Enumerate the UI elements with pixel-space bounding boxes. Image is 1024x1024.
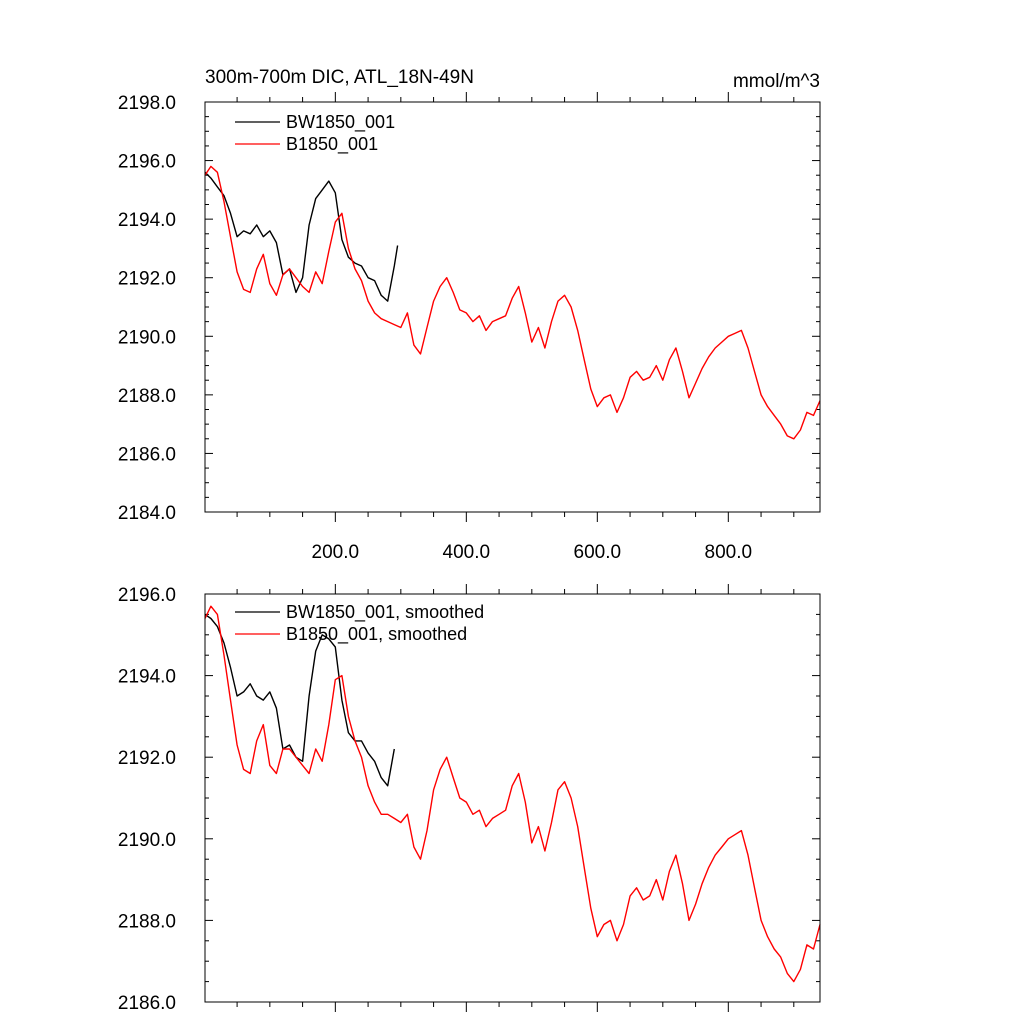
y-tick-label: 2188.0 — [118, 911, 176, 932]
series-line-bw1850-001 — [204, 171, 399, 302]
y-tick-label: 2190.0 — [118, 830, 176, 851]
legend-label-bw1850: BW1850_001 — [286, 112, 395, 133]
plot-series — [204, 165, 821, 440]
y-tick-labels: 2186.0 2188.0 2190.0 2192.0 2194.0 2196.0 — [118, 585, 176, 1014]
tick-marks — [205, 92, 820, 522]
series-line-b1850-001 — [204, 165, 821, 440]
x-tick-label: 400.0 — [443, 542, 491, 563]
units-label: mmol/m^3 — [733, 71, 820, 92]
y-tick-label: 2194.0 — [118, 210, 176, 231]
x-tick-labels: 200.0 400.0 600.0 800.0 — [312, 542, 753, 563]
plot-frame — [204, 593, 821, 1003]
plot-frame — [204, 101, 821, 513]
x-tick-label: 600.0 — [574, 542, 622, 563]
y-tick-label: 2198.0 — [118, 93, 176, 114]
y-tick-label: 2192.0 — [118, 748, 176, 769]
bottom-chart: 2186.0 2188.0 2190.0 2192.0 2194.0 2196.0 BW1… — [118, 584, 821, 1014]
legend-label-b1850-smoothed: B1850_001, smoothed — [286, 624, 467, 645]
y-tick-label: 2186.0 — [118, 993, 176, 1014]
y-tick-label: 2186.0 — [118, 444, 176, 465]
y-tick-label: 2190.0 — [118, 327, 176, 348]
y-tick-label: 2196.0 — [118, 585, 176, 606]
legend-label-bw1850-smoothed: BW1850_001, smoothed — [286, 602, 484, 623]
series-line-b1850-001-smoothed — [204, 605, 821, 983]
x-tick-label: 800.0 — [705, 542, 753, 563]
y-tick-label: 2184.0 — [118, 503, 176, 524]
y-tick-label: 2196.0 — [118, 152, 176, 173]
chart-title: 300m-700m DIC, ATL_18N-49N — [205, 67, 474, 88]
series-line-bw1850-001-smoothed — [204, 613, 395, 787]
plot-series — [204, 605, 821, 983]
y-tick-label: 2194.0 — [118, 667, 176, 688]
y-tick-label: 2188.0 — [118, 386, 176, 407]
tick-marks — [205, 584, 820, 1012]
y-tick-labels: 2184.0 2186.0 2188.0 2190.0 2192.0 2194.0 2196… — [118, 93, 176, 524]
x-tick-label: 200.0 — [312, 542, 360, 563]
top-chart: 300m-700m DIC, ATL_18N-49N mmol/m^3 2184… — [118, 67, 821, 563]
legend: BW1850_001 B1850_001 — [235, 112, 395, 155]
legend-label-b1850: B1850_001 — [286, 134, 378, 155]
legend: BW1850_001, smoothed B1850_001, smoothed — [235, 602, 484, 645]
y-tick-label: 2192.0 — [118, 269, 176, 290]
